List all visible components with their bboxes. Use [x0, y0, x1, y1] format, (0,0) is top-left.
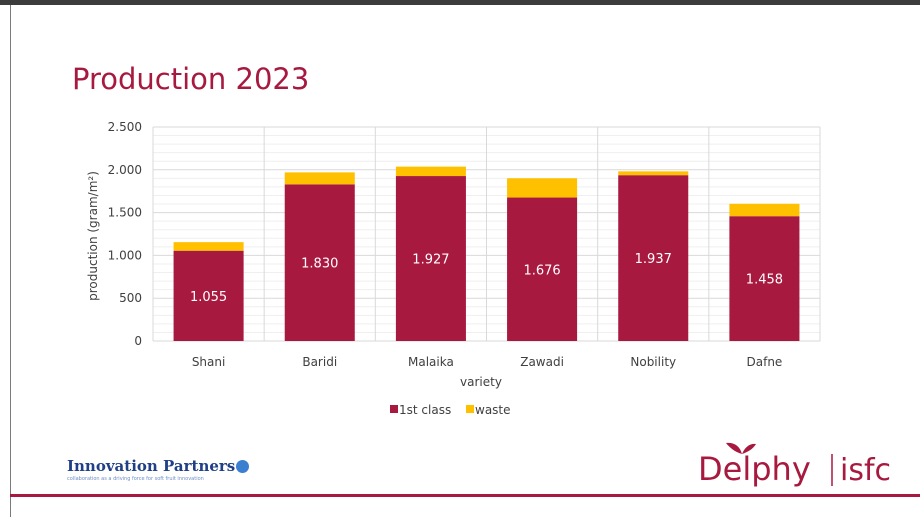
legend-swatch: [466, 405, 474, 413]
data-label: 1.676: [523, 263, 560, 278]
bar-segment: [729, 216, 800, 341]
delphy-name: Delphy: [698, 450, 811, 488]
y-tick-labels: 0 500 1.000 1.500 2.000 2.500: [108, 120, 142, 348]
innovation-partners-logo: Innovation Partners collaboration as a d…: [67, 457, 250, 482]
bar-segment: [284, 184, 355, 341]
x-tick-label: Shani: [192, 355, 226, 369]
bar-segment: [618, 175, 689, 341]
x-tick-label: Nobility: [630, 355, 676, 369]
top-bar: [0, 0, 920, 5]
legend: 1st class waste: [390, 403, 511, 417]
isfc-name: isfc: [840, 453, 891, 488]
legend-swatch: [390, 405, 398, 413]
x-tick-label: Baridi: [302, 355, 337, 369]
bottom-accent-line: [10, 494, 920, 497]
y-tick-label: 2.500: [108, 120, 142, 134]
legend-label: waste: [475, 403, 511, 417]
bars: 1.055 1.830 1.927 1.676 1.937 1.458: [173, 166, 800, 341]
sprout-icon: [726, 442, 756, 454]
delphy-isfc-logo: Delphy isfc: [698, 442, 891, 488]
x-tick-label: Zawadi: [520, 355, 564, 369]
bar-segment: [395, 166, 466, 177]
x-axis-title: variety: [460, 375, 502, 389]
data-label: 1.937: [635, 252, 672, 267]
x-tick-label: Malaika: [408, 355, 454, 369]
leaf-icon: [236, 459, 250, 473]
y-tick-label: 500: [119, 291, 142, 305]
bar-segment: [284, 172, 355, 185]
data-label: 1.927: [412, 253, 449, 268]
y-tick-label: 0: [134, 334, 142, 348]
x-tick-label: Dafne: [747, 355, 783, 369]
y-tick-label: 1.000: [108, 248, 142, 262]
bar-segment: [395, 176, 466, 341]
bar-segment: [618, 171, 689, 176]
bar-segment: [729, 203, 800, 217]
bar-segment: [507, 197, 578, 341]
innovation-partners-tagline: collaboration as a driving force for sof…: [67, 476, 204, 482]
y-axis-title: production (gram/m²): [86, 171, 100, 301]
y-tick-label: 1.500: [108, 206, 142, 220]
y-tick-label: 2.000: [108, 163, 142, 177]
innovation-partners-name: Innovation Partners: [67, 457, 236, 475]
data-label: 1.830: [301, 257, 338, 272]
left-border-line: [10, 5, 11, 517]
data-label: 1.055: [190, 290, 227, 305]
bar-segment: [173, 242, 244, 251]
grid-lines: [152, 126, 821, 342]
bar-segment: [507, 178, 578, 198]
slide-title: Production 2023: [72, 62, 310, 96]
x-tick-labels: Shani Baridi Malaika Zawadi Nobility Dafne: [192, 355, 782, 369]
bar-segment: [173, 250, 244, 341]
data-label: 1.458: [746, 273, 783, 288]
legend-label: 1st class: [399, 403, 451, 417]
